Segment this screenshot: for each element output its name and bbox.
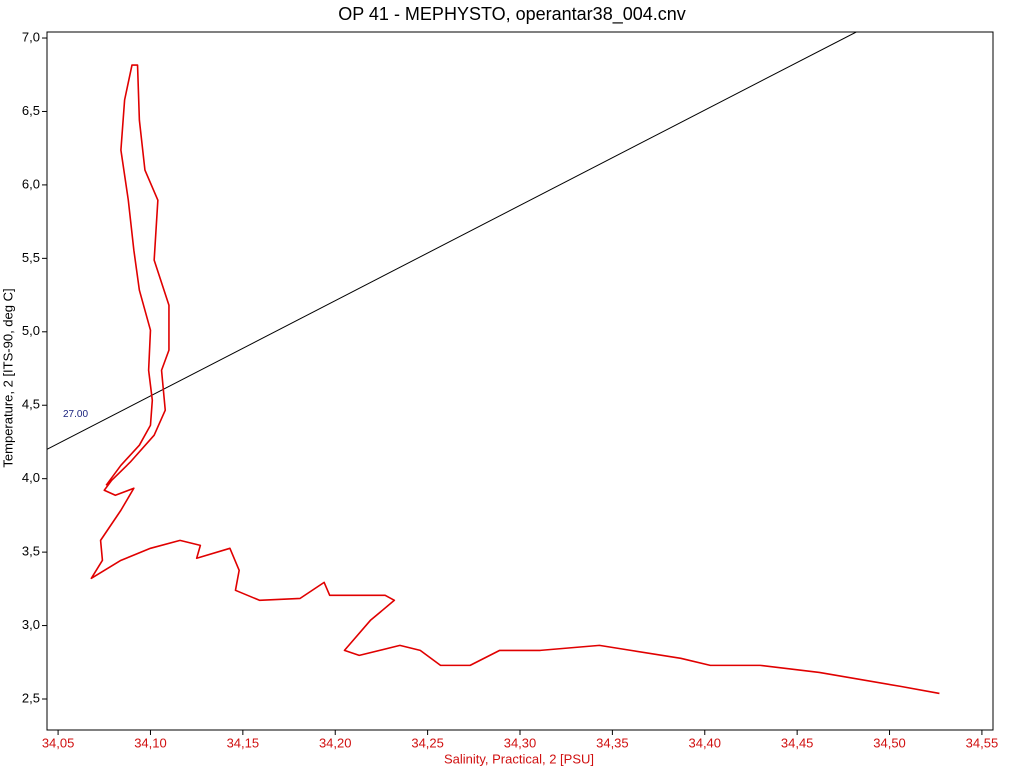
x-axis-label: Salinity, Practical, 2 [PSU] <box>444 751 594 766</box>
x-tick-label: 34,50 <box>873 735 906 750</box>
ts-profile <box>90 64 940 695</box>
x-tick-label: 34,05 <box>42 735 75 750</box>
x-tick-label: 34,15 <box>227 735 260 750</box>
y-tick-label: 3,5 <box>22 544 40 559</box>
y-tick-label: 3,0 <box>22 617 40 632</box>
x-tick-label: 34,30 <box>504 735 537 750</box>
y-tick-label: 4,5 <box>22 397 40 412</box>
chart-title: OP 41 - MEPHYSTO, operantar38_004.cnv <box>338 4 686 25</box>
x-tick-label: 34,55 <box>966 735 999 750</box>
y-tick-label: 5,0 <box>22 323 40 338</box>
plot-frame <box>46 31 994 731</box>
isopycnal-line <box>47 32 857 450</box>
x-tick-label: 34,35 <box>596 735 629 750</box>
y-tick-label: 6,0 <box>22 176 40 191</box>
y-tick-label: 2,5 <box>22 690 40 705</box>
y-tick-label: 4,0 <box>22 470 40 485</box>
x-tick-label: 34,20 <box>319 735 352 750</box>
y-tick-label: 5,5 <box>22 250 40 265</box>
x-tick-label: 34,45 <box>781 735 814 750</box>
y-axis-label: Temperature, 2 [ITS-90, deg C] <box>0 288 15 467</box>
x-tick-label: 34,40 <box>688 735 721 750</box>
y-tick-label: 6,5 <box>22 103 40 118</box>
x-tick-label: 34,10 <box>134 735 167 750</box>
isopycnal-label: 27.00 <box>63 409 88 420</box>
y-tick-label: 7,0 <box>22 29 40 44</box>
x-tick-label: 34,25 <box>411 735 444 750</box>
